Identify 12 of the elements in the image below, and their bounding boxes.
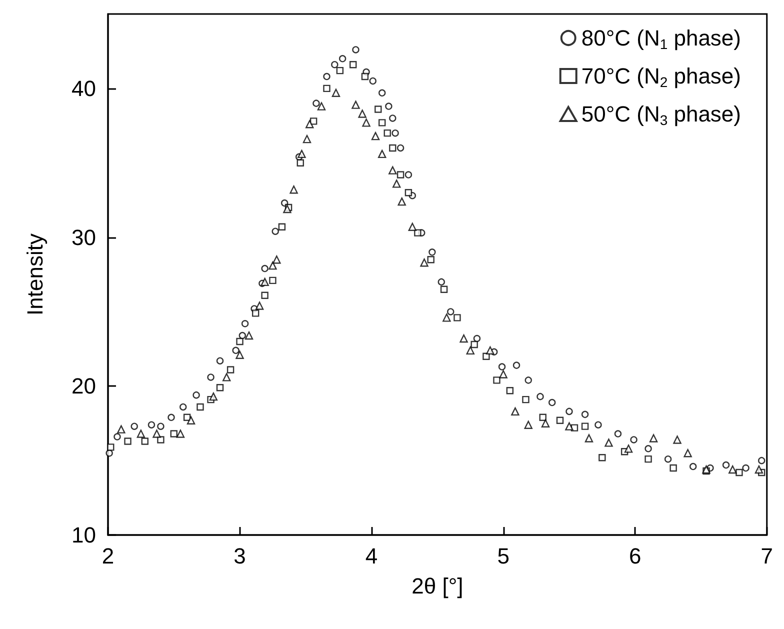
x-tick-label: 5 — [497, 544, 510, 568]
x-tick-label: 6 — [628, 544, 642, 568]
y-axis-title: Intensity — [22, 234, 48, 316]
x-tick-label: 3 — [234, 544, 246, 568]
y-tick-label: 40 — [72, 76, 96, 101]
x-tick-label: 7 — [760, 544, 774, 568]
y-tick-label: 10 — [72, 522, 96, 548]
y-tick-label: 20 — [72, 374, 96, 399]
x-axis-title: 2θ [°] — [412, 574, 464, 598]
x-tick-label: 2 — [102, 544, 114, 568]
y-tick-label: 30 — [72, 224, 96, 250]
x-tick-label: 4 — [365, 544, 378, 568]
